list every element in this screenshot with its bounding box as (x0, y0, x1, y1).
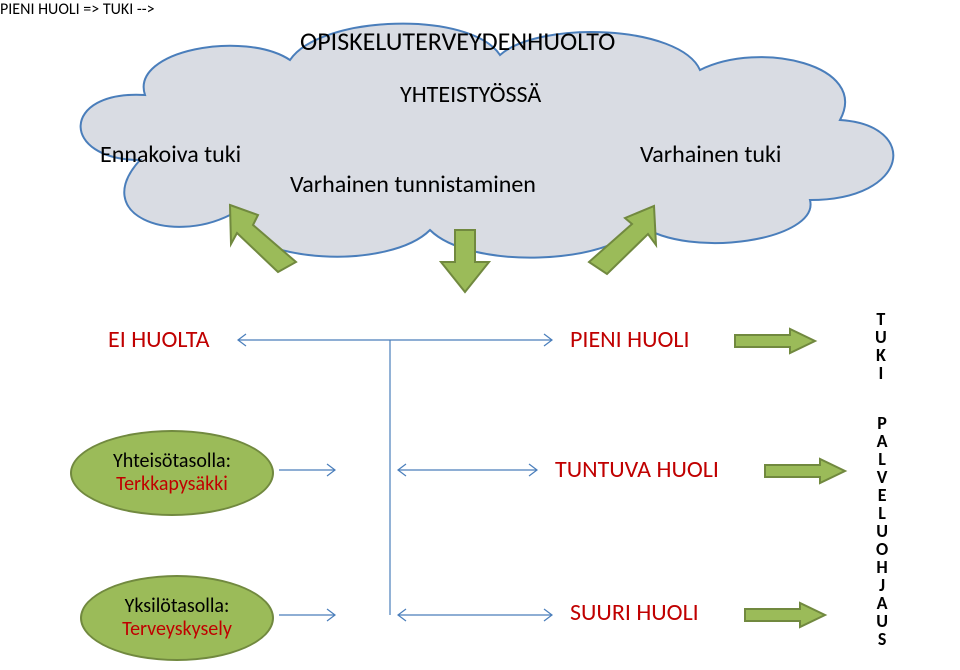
cloud-right-label: Varhainen tuki (640, 140, 781, 169)
cloud-subtitle: YHTEISTYÖSSÄ (400, 80, 541, 109)
label-ei-huolta: EI HUOLTA (108, 325, 209, 354)
label-pieni-huoli: PIENI HUOLI (570, 325, 690, 354)
cloud-middle-label: Varhainen tunnistaminen (290, 170, 536, 199)
block-arrow-tuntuva (760, 456, 850, 486)
ellipse-yhteiso: Yhteisötasolla: Terkkapysäkki (70, 430, 274, 516)
vertical-palveluohjaus: P A L V E L U O H J A U S (876, 414, 888, 648)
thin-arrow-yksilo (275, 605, 345, 625)
cloud-left-label: Ennakoiva tuki (100, 140, 241, 169)
ellipse-yksilo-line2: Terveyskysely (122, 618, 232, 641)
vertical-tuki: T U K I (875, 310, 887, 382)
ellipse-yksilo: Yksilötasolla: Terveyskysely (80, 575, 274, 661)
thin-arrow-center-suuri (390, 605, 560, 625)
ellipse-yksilo-line1: Yksilötasolla: (122, 595, 232, 618)
block-arrow-pieni-tuki (730, 326, 820, 356)
block-arrow-suuri (740, 600, 830, 630)
thin-arrow-center-tuntuva (390, 460, 545, 480)
thin-arrow-yhteiso (275, 460, 345, 480)
label-suuri-huoli: SUURI HUOLI (570, 598, 699, 627)
label-tuntuva-huoli: TUNTUVA HUOLI (555, 455, 719, 484)
vertical-center-line (380, 340, 400, 620)
ellipse-yhteiso-line1: Yhteisötasolla: (113, 450, 231, 473)
cloud-title: OPISKELUTERVEYDENHUOLTO (300, 25, 615, 57)
ellipse-yhteiso-line2: Terkkapysäkki (113, 473, 231, 496)
